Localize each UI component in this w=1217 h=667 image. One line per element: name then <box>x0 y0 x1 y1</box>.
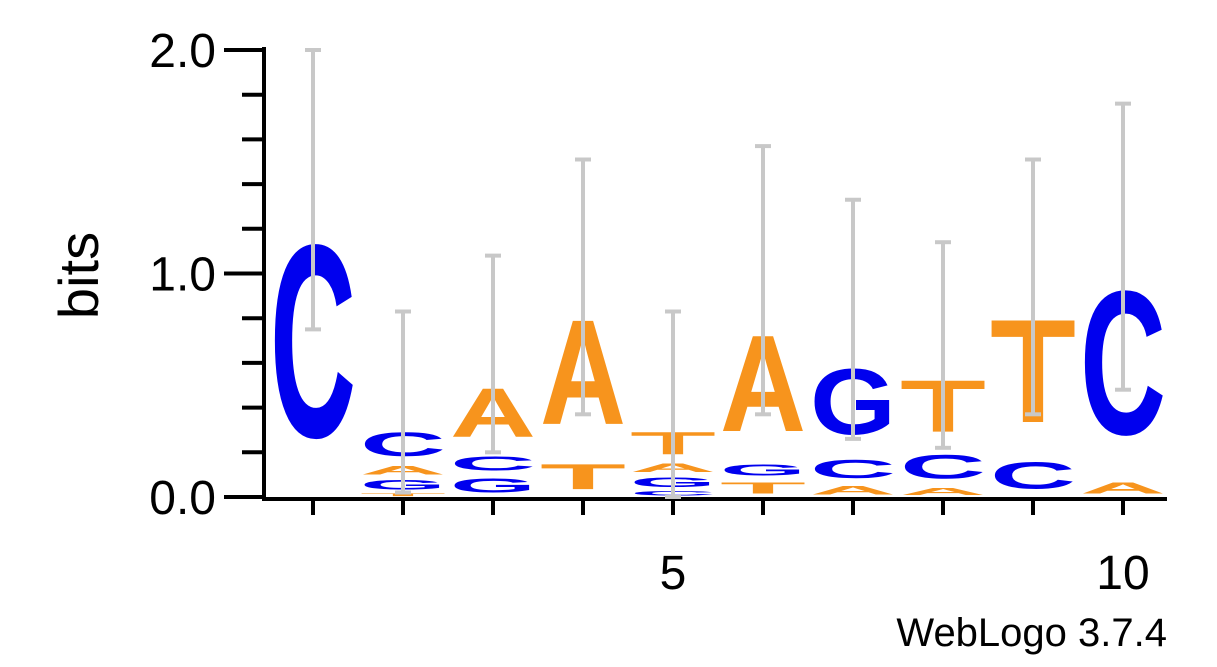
y-tick-label: 1.0 <box>149 249 216 302</box>
x-tick-label: 5 <box>660 547 687 600</box>
logo-letter-g: G <box>450 475 536 497</box>
error-bar <box>1115 101 1131 392</box>
y-axis: 0.0 1.0 2.0 <box>149 25 266 525</box>
error-bar <box>755 144 771 417</box>
logo-letter-c: C <box>450 452 536 474</box>
logo-letter-t: T <box>720 479 806 497</box>
weblogo-version-label: WebLogo 3.7.4 <box>896 611 1167 655</box>
error-bar <box>935 240 951 450</box>
y-tick-label: 0.0 <box>149 472 216 525</box>
x-axis: 5 10 <box>262 497 1167 600</box>
logo-letter-a: A <box>810 483 896 496</box>
error-bar <box>485 253 501 455</box>
error-bar <box>845 197 861 441</box>
error-bar <box>305 48 321 332</box>
x-tick-label: 10 <box>1096 547 1149 600</box>
error-bar <box>575 157 591 417</box>
y-tick-label: 2.0 <box>149 25 216 78</box>
error-bar <box>1025 157 1041 417</box>
error-bar <box>665 309 681 499</box>
error-bars <box>305 48 1131 499</box>
logo-letter-c: C <box>900 448 986 486</box>
logo-letter-t: T <box>540 457 626 497</box>
logo-letter-a: A <box>1080 479 1166 497</box>
error-bar <box>395 309 411 495</box>
y-axis-label: bits <box>47 232 110 319</box>
logo-letter-g: G <box>720 461 806 479</box>
logo-letter-c: C <box>810 455 896 484</box>
logo-letter-t: T <box>360 493 446 497</box>
logo-letter-c: C <box>990 454 1076 496</box>
logo-letter-a: A <box>900 486 986 497</box>
